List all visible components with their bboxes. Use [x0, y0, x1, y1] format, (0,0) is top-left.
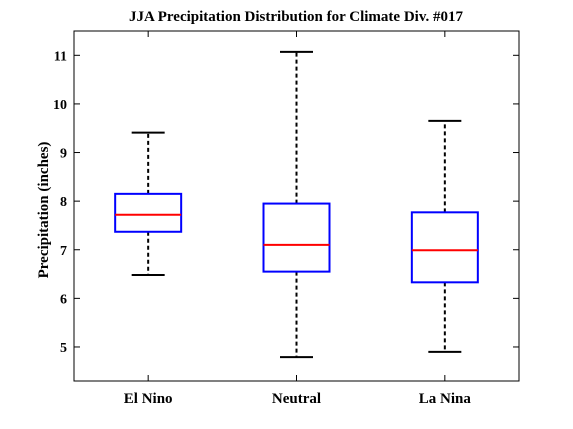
- interquartile-box: [410, 211, 479, 284]
- interquartile-box: [262, 202, 331, 273]
- box-plot-la-nina: [410, 119, 479, 353]
- x-category-label: El Nino: [124, 391, 173, 407]
- box-plot-el-nino: [114, 131, 183, 277]
- x-category-label: La Nina: [419, 391, 472, 407]
- interquartile-box: [114, 192, 183, 233]
- y-axis-label: Precipitation (inches): [36, 142, 52, 279]
- y-tick-label: 5: [60, 341, 67, 356]
- y-tick-label: 7: [60, 244, 67, 259]
- box-plots: [114, 50, 479, 359]
- y-tick-label: 6: [60, 292, 67, 307]
- y-tick-label: 8: [60, 195, 67, 210]
- y-tick-label: 11: [54, 49, 67, 64]
- y-axis-ticks: 5 6 7 8 9 10 11: [53, 49, 519, 356]
- x-axis-category-labels: El Nino Neutral La Nina: [124, 31, 472, 407]
- chart-title: JJA Precipitation Distribution for Clima…: [129, 9, 464, 25]
- box-plot-neutral: [262, 50, 331, 359]
- y-tick-label: 9: [60, 147, 67, 162]
- x-category-label: Neutral: [272, 391, 321, 407]
- y-tick-label: 10: [53, 98, 67, 113]
